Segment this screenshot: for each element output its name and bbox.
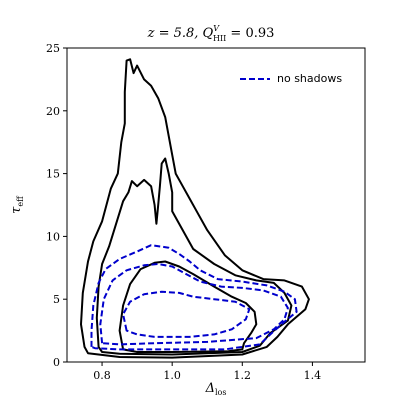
legend-label-no-shadows: no shadows: [277, 72, 342, 85]
y-tick-label: 25: [46, 42, 60, 55]
no-shadows-contour-2: [99, 263, 289, 346]
no-shadows-contour-1: [90, 244, 298, 351]
y-tick-label: 15: [46, 168, 60, 181]
y-tick-label: 20: [46, 105, 60, 118]
plot-frame: [66, 47, 366, 363]
y-tick-label: 10: [46, 230, 60, 243]
x-tick-label: 1.4: [304, 369, 322, 382]
x-tick-label: 1.0: [163, 369, 181, 382]
x-axis-ticks: 0.8 1.0 1.2 1.4: [93, 362, 321, 382]
x-axis-label: Δlos: [205, 381, 227, 397]
y-tick-label: 5: [53, 293, 60, 306]
contour-lines: [80, 58, 310, 359]
x-tick-label: 1.2: [234, 369, 252, 382]
y-axis-label: τeff: [9, 195, 25, 214]
fiducial-contour-1: [80, 58, 310, 359]
x-tick-label: 0.8: [93, 369, 111, 382]
fiducial-contour-3: [118, 260, 258, 353]
no-shadows-contour-3: [122, 290, 251, 338]
chart-title: z = 5.8, QV HII = 0.93: [147, 24, 275, 43]
y-axis-ticks: 0 5 10 15 20 25: [46, 42, 67, 369]
y-tick-label: 0: [53, 356, 60, 369]
legend: no shadows: [240, 72, 342, 85]
